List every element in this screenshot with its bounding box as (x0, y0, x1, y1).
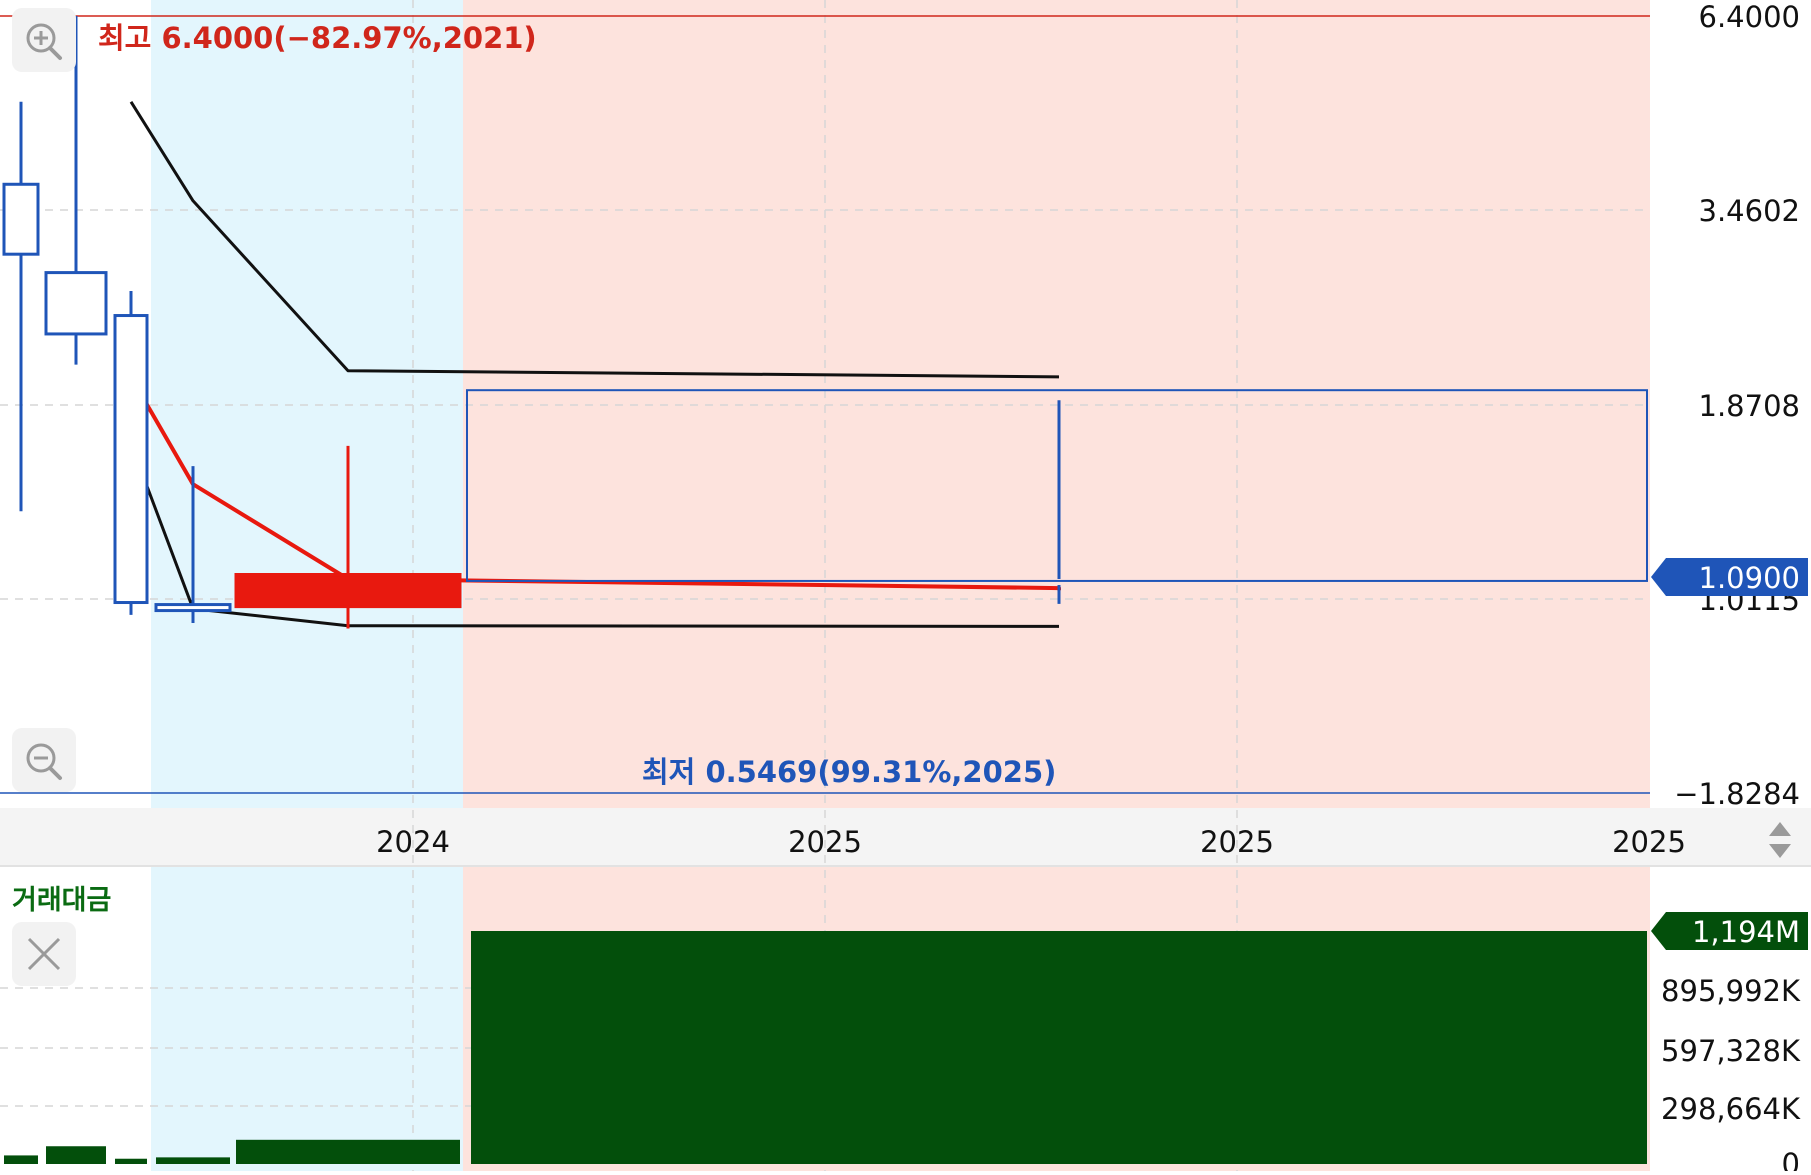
zoom-in-button[interactable] (12, 8, 76, 72)
volume-bar (156, 1157, 230, 1164)
close-icon (27, 937, 61, 971)
x-axis-strip (0, 808, 1811, 866)
price-tick-label: 1.8708 (1699, 389, 1800, 423)
volume-current-label: 1,194M (1692, 915, 1800, 949)
price-tick-label: −1.8284 (1674, 777, 1800, 811)
volume-bar (236, 1139, 460, 1164)
volume-tick-label: 298,664K (1661, 1092, 1801, 1126)
volume-bar (46, 1146, 106, 1164)
max-price-label: 최고 6.4000(−82.97%,2021) (98, 21, 537, 55)
last-price-label: 1.0900 (1699, 561, 1800, 595)
zoom-out-button[interactable] (12, 728, 76, 792)
x-tick-label: 2025 (1200, 825, 1274, 859)
upper-band-line (129, 101, 1060, 379)
x-tick-label: 2025 (788, 825, 862, 859)
candle-body (2, 182, 40, 256)
candle-body (44, 271, 108, 336)
close-volume-button[interactable] (12, 922, 76, 986)
volume-bar (471, 931, 1647, 1164)
volume-current-tag (1651, 912, 1808, 950)
zoom-in-icon (26, 23, 62, 60)
candle-body (466, 389, 1648, 582)
candle-body (113, 314, 149, 605)
volume-panel-title: 거래대금 (12, 885, 111, 916)
volume-tick-label: 597,328K (1661, 1034, 1801, 1068)
volume-tick-label: 895,992K (1661, 974, 1801, 1008)
volume-bar (4, 1155, 38, 1164)
up-down-arrow-icon (1769, 822, 1791, 858)
candle-body (234, 573, 462, 609)
volume-bar (115, 1158, 147, 1164)
price-tick-label: 3.4602 (1699, 194, 1800, 228)
volume-tick-label: 0 (1782, 1147, 1800, 1171)
price-tick-label: 6.4000 (1699, 0, 1800, 34)
lower-band-line (129, 443, 1060, 628)
axis-scroll-button[interactable] (1760, 818, 1800, 862)
x-tick-label: 2025 (1612, 825, 1686, 859)
candle-body (154, 603, 232, 613)
x-tick-label: 2024 (376, 825, 450, 859)
min-price-label: 최저 0.5469(99.31%,2025) (642, 755, 1056, 789)
price-axis-bg (1650, 0, 1811, 808)
last-price-tag (1651, 558, 1808, 596)
zoom-out-icon (26, 743, 62, 780)
